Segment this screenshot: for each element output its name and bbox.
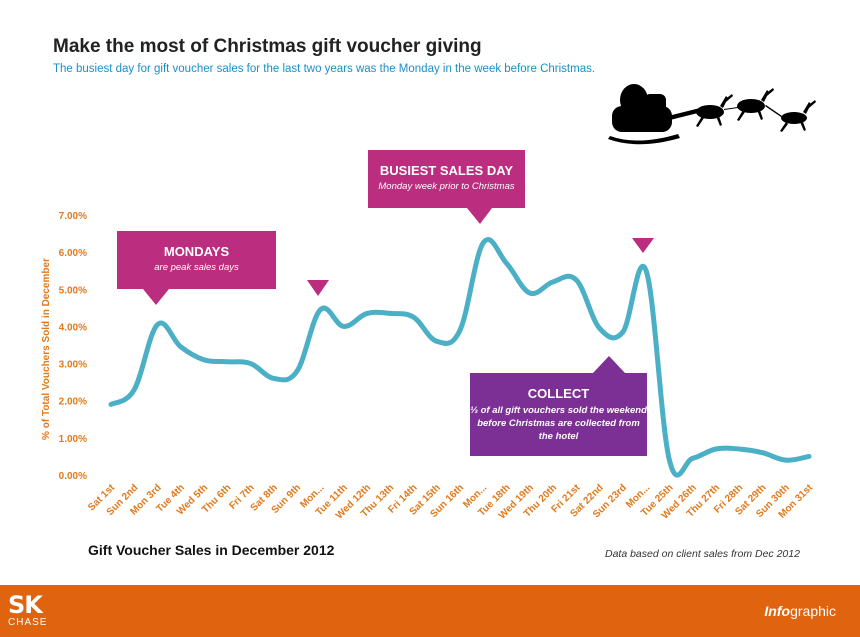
- brand-logo[interactable]: SK CHASE: [8, 593, 47, 628]
- busiest-callout-heading: BUSIEST SALES DAY: [379, 163, 514, 178]
- collect-callout: COLLECT ⅓ of all gift vouchers sold the …: [470, 373, 647, 456]
- data-source-note: Data based on client sales from Dec 2012: [605, 548, 800, 560]
- page-title: Make the most of Christmas gift voucher …: [53, 36, 482, 57]
- y-tick-label: 5.00%: [59, 285, 87, 296]
- y-tick-label: 0.00%: [59, 471, 87, 482]
- y-tick-label: 7.00%: [59, 211, 87, 222]
- series-line: [108, 237, 812, 478]
- mondays-callout-text: are peak sales days: [154, 262, 239, 273]
- y-tick-label: 6.00%: [59, 248, 87, 259]
- page-subtitle: The busiest day for gift voucher sales f…: [53, 63, 596, 75]
- y-tick-label: 4.00%: [59, 322, 87, 333]
- mondays-callout: MONDAYS are peak sales days: [117, 231, 276, 289]
- infographic-label: Infographic: [764, 603, 836, 619]
- busiest-callout-text: Monday week prior to Christmas: [378, 181, 515, 192]
- logo-text: CHASE: [8, 617, 48, 628]
- peak-marker-icon: [307, 280, 329, 296]
- line-chart: % of Total Vouchers Sold in December 0.0…: [41, 208, 816, 521]
- y-tick-label: 1.00%: [59, 434, 87, 445]
- santa-sleigh-icon: [608, 84, 816, 145]
- mondays-callout-heading: MONDAYS: [163, 244, 230, 259]
- y-tick-label: 3.00%: [59, 360, 87, 371]
- collect-callout-pointer: [593, 356, 625, 373]
- infographic-bold: Info: [764, 603, 791, 619]
- footer-bar: SK CHASE Infographic: [0, 585, 860, 637]
- collect-callout-text: ⅓ of all gift vouchers sold the weekend …: [470, 405, 647, 442]
- collect-callout-heading: COLLECT: [527, 386, 590, 401]
- chart-caption: Gift Voucher Sales in December 2012: [88, 542, 335, 558]
- y-axis-label: % of Total Vouchers Sold in December: [41, 258, 52, 440]
- peak-marker-icon: [632, 238, 654, 253]
- busiest-callout-pointer: [467, 208, 492, 224]
- busiest-callout: BUSIEST SALES DAY Monday week prior to C…: [368, 150, 525, 208]
- infographic-rest: graphic: [790, 603, 836, 619]
- mondays-callout-pointer: [143, 289, 169, 305]
- y-tick-label: 2.00%: [59, 397, 87, 408]
- logo-mark: SK: [8, 591, 43, 619]
